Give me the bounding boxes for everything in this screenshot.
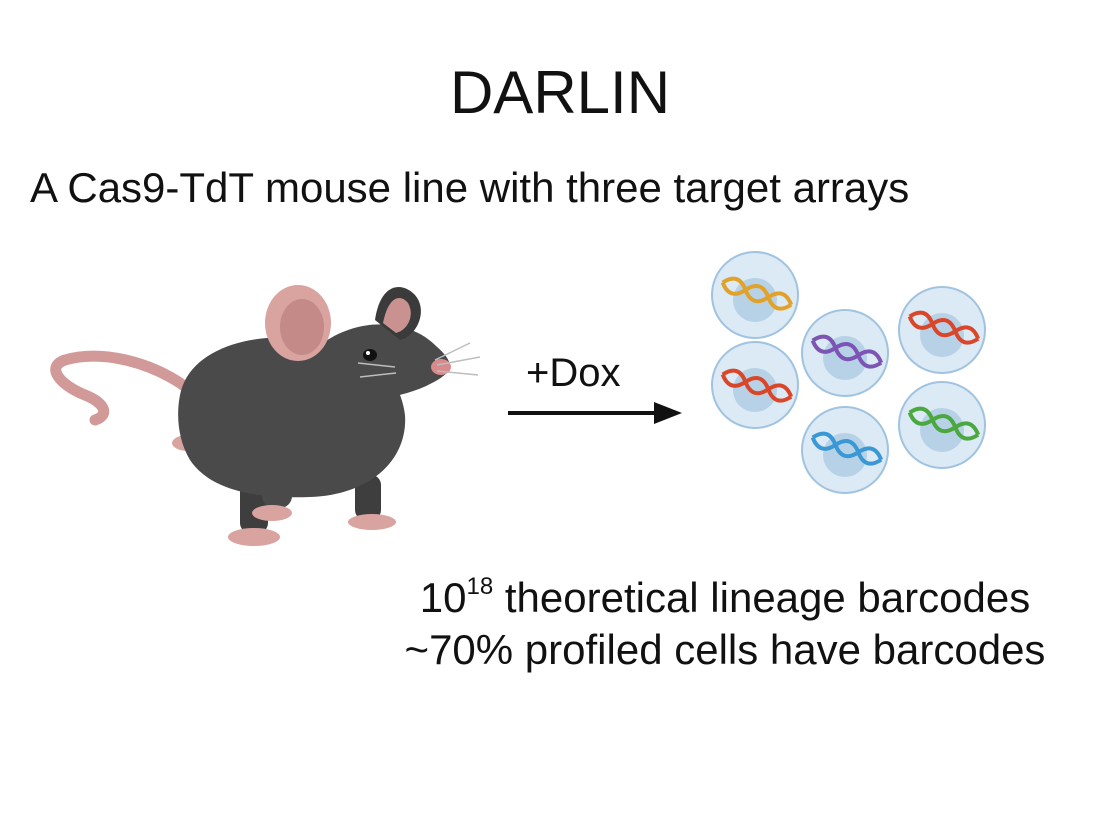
cell-icon xyxy=(711,341,799,429)
barcode-base: 10 xyxy=(419,574,467,621)
facts-block: 1018 theoretical lineage barcodes ~70% p… xyxy=(345,572,1105,676)
barcode-count-line: 1018 theoretical lineage barcodes xyxy=(345,572,1105,624)
cell-icon xyxy=(898,381,986,469)
cell-cluster xyxy=(711,251,986,494)
subtitle: A Cas9-TdT mouse line with three target … xyxy=(30,164,910,211)
profiled-cells-line: ~70% profiled cells have barcodes xyxy=(404,626,1046,673)
barcode-exponent: 18 xyxy=(466,573,494,600)
barcode-text: theoretical lineage barcodes xyxy=(493,574,1031,621)
cell-icon xyxy=(711,251,799,339)
treatment-label: +Dox xyxy=(526,351,621,395)
cell-icon xyxy=(801,406,889,494)
cell-icon xyxy=(898,286,986,374)
arrow-right-icon xyxy=(508,402,682,424)
cell-icon xyxy=(801,309,889,397)
mouse-illustration xyxy=(50,285,481,546)
page-title: DARLIN xyxy=(449,59,671,126)
